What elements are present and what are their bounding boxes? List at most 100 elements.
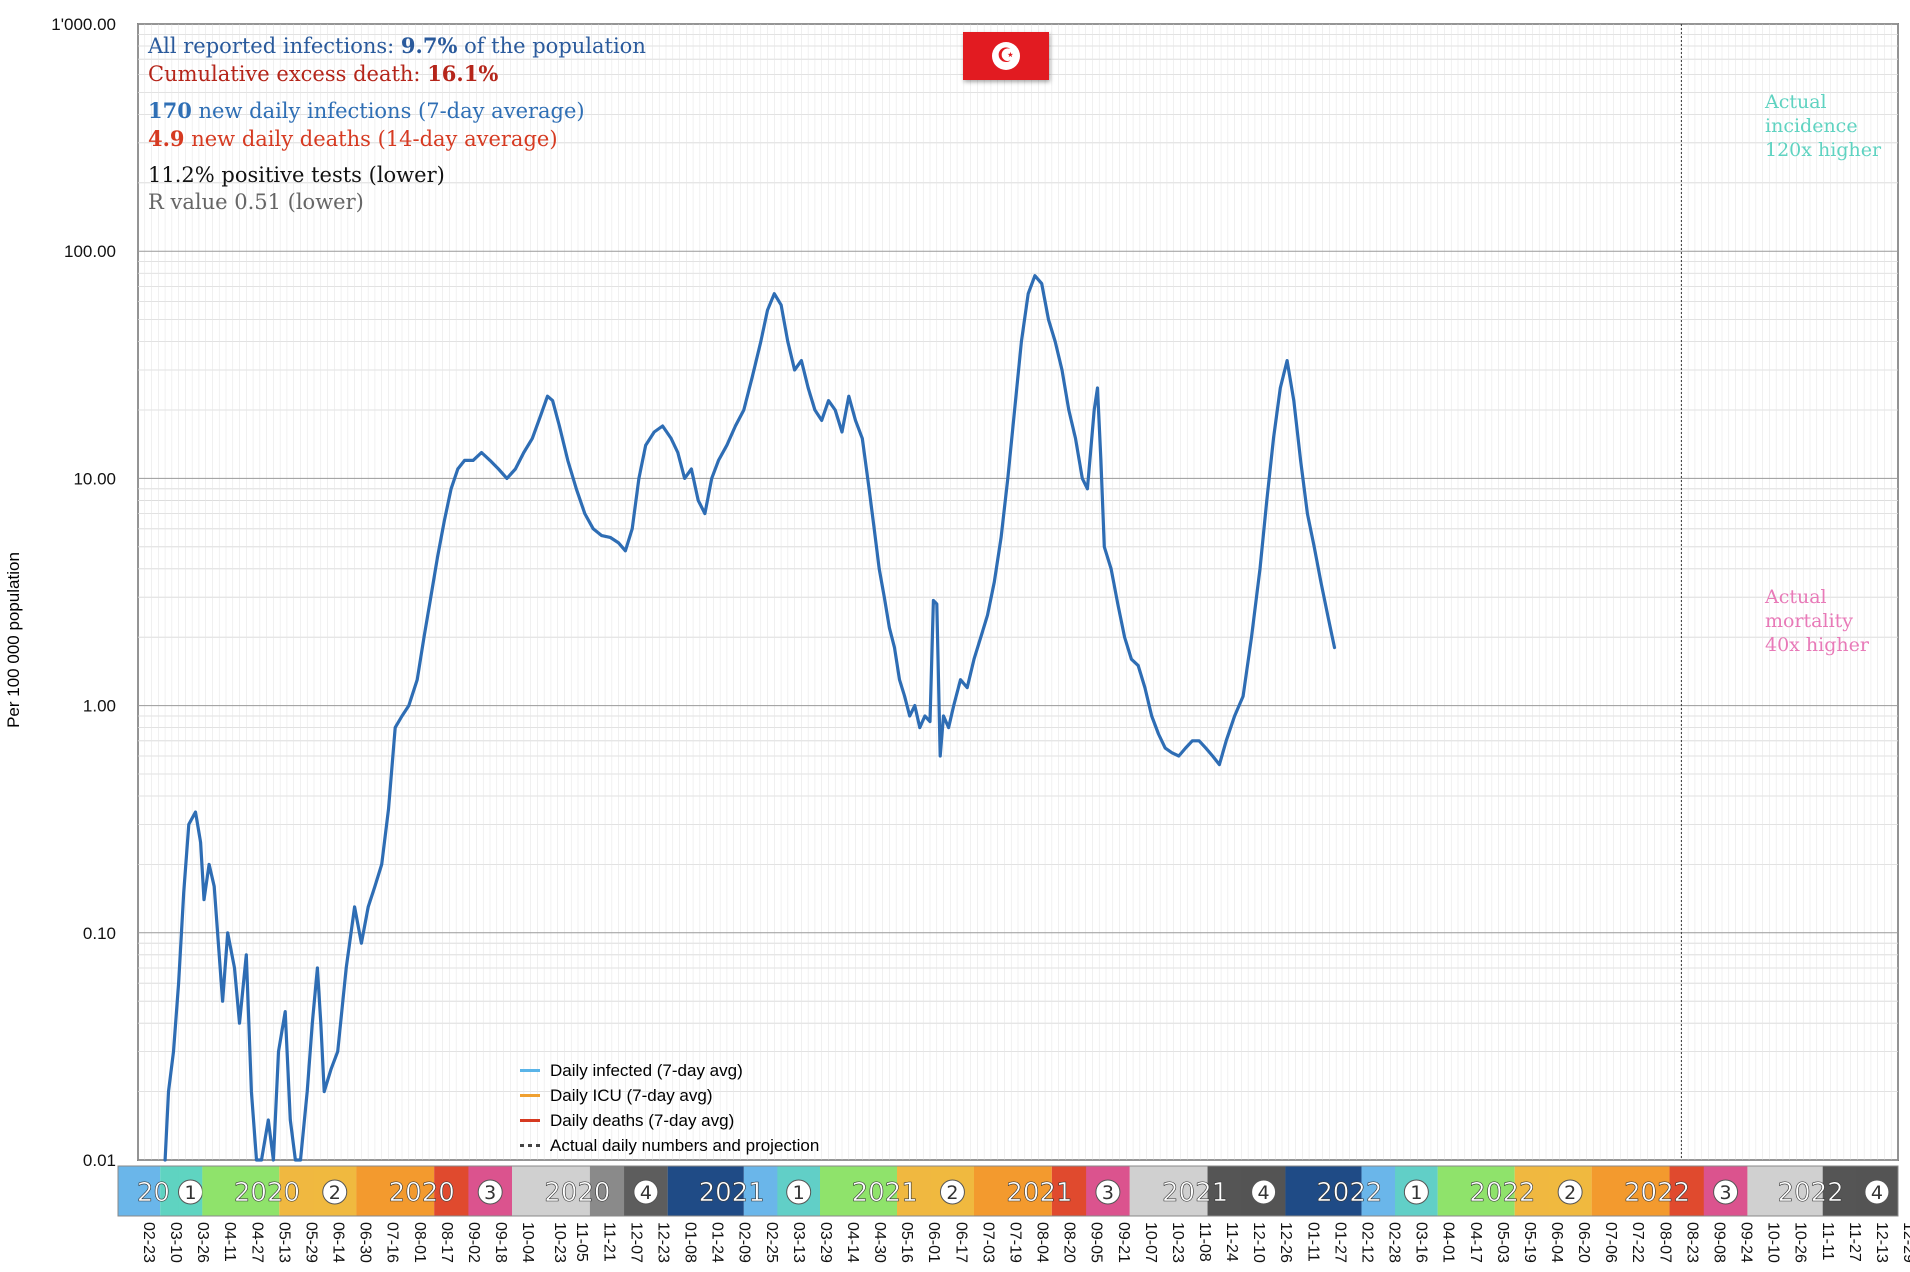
x-tick-label: 06-17 — [952, 1222, 969, 1263]
series-layer — [163, 274, 1337, 1162]
y-tick-label: 10.00 — [73, 469, 116, 488]
quarter-number: 3 — [1102, 1182, 1114, 1204]
quarter-segment — [974, 1166, 1052, 1216]
quarter-segment — [667, 1166, 744, 1216]
quarter-segment — [202, 1166, 280, 1216]
x-tick-label: 01-24 — [709, 1222, 726, 1263]
quarter-segment — [820, 1166, 897, 1216]
x-tick-label: 05-13 — [275, 1222, 292, 1263]
x-tick-label: 08-20 — [1061, 1222, 1078, 1263]
x-tick-label: 06-04 — [1548, 1222, 1565, 1263]
x-tick-label: 05-29 — [302, 1222, 319, 1263]
quarter-badge — [1403, 1179, 1429, 1205]
x-tick-label: 05-03 — [1494, 1222, 1511, 1263]
quarter-number: 4 — [1871, 1182, 1883, 1204]
quarter-number: 2 — [329, 1182, 341, 1204]
x-tick-label: 08-23 — [1683, 1222, 1700, 1263]
x-tick-label: 07-16 — [384, 1222, 401, 1263]
quarter-number: 3 — [484, 1182, 496, 1204]
quarter-segment — [1285, 1166, 1362, 1216]
x-tick-label: 05-16 — [898, 1222, 915, 1263]
quarter-number: 1 — [1410, 1182, 1422, 1204]
daily-infections: 170 new daily infections (7-day average) — [148, 98, 585, 123]
x-tick-label: 08-01 — [411, 1222, 428, 1263]
x-tick-label: 04-27 — [248, 1222, 265, 1263]
r-value: R value 0.51 (lower) — [148, 190, 364, 214]
quarter-label: 2021 — [852, 1178, 918, 1208]
x-tick-label: 07-19 — [1006, 1222, 1023, 1263]
x-tick-label: 08-04 — [1034, 1222, 1051, 1263]
series-line — [163, 274, 1337, 1162]
x-tick-label: 06-30 — [357, 1222, 374, 1263]
x-tick-label: 06-01 — [925, 1222, 942, 1263]
x-tick-label: 10-10 — [1765, 1222, 1782, 1263]
x-tick-label: 02-09 — [736, 1222, 753, 1263]
x-tick-label: 06-14 — [330, 1222, 347, 1263]
x-tick-label: 12-10 — [1250, 1222, 1267, 1263]
quarter-segment — [1747, 1166, 1823, 1216]
x-tick-label: 08-17 — [438, 1222, 455, 1263]
x-tick-label: 04-17 — [1467, 1222, 1484, 1263]
quarter-segment — [512, 1166, 590, 1216]
quarter-segment — [1591, 1166, 1670, 1216]
reported-infections: All reported infections: 9.7% of the pop… — [148, 33, 646, 58]
x-tick-label: 07-06 — [1602, 1222, 1619, 1263]
x-tick-label: 10-26 — [1792, 1222, 1809, 1263]
x-tick-label: 05-19 — [1521, 1222, 1538, 1263]
x-tick-label: 10-04 — [519, 1222, 536, 1263]
y-tick-label: 0.10 — [83, 924, 116, 943]
quarter-number: 3 — [1720, 1182, 1732, 1204]
quarter-number: 2 — [1564, 1182, 1576, 1204]
quarter-number: 1 — [184, 1182, 196, 1204]
x-tick-label: 09-24 — [1738, 1222, 1755, 1263]
x-tick-label: 11-21 — [600, 1222, 617, 1262]
tunisia-flag: ☪ — [963, 32, 1049, 80]
quarter-label: 2022 — [1624, 1178, 1690, 1208]
x-tick-label: 09-18 — [492, 1222, 509, 1263]
quarter-label: 2022 — [1778, 1178, 1844, 1208]
quarter-badge — [322, 1179, 348, 1205]
positive-tests: 11.2% positive tests (lower) — [148, 163, 445, 187]
quarter-label: 2020 — [234, 1178, 300, 1208]
quarter-badge — [786, 1179, 812, 1205]
x-tick-label: 01-27 — [1331, 1222, 1348, 1263]
quarter-badge — [939, 1179, 965, 1205]
quarter-badge — [1864, 1179, 1890, 1205]
quarter-segment — [1437, 1166, 1515, 1216]
grid — [137, 23, 1899, 1161]
y-tick-label: 1'000.00 — [51, 15, 116, 34]
legend-actual: Actual daily numbers and projection — [520, 1133, 819, 1158]
x-tick-label: 03-13 — [790, 1222, 807, 1263]
quarter-badge — [477, 1179, 503, 1205]
x-tick-label: 12-29 — [1900, 1222, 1910, 1263]
x-tick-label: 08-07 — [1656, 1222, 1673, 1263]
axes: 1'000.00 100.00 10.00 1.00 0.10 0.01 02-23 03-1… — [51, 15, 1910, 1263]
x-tick-label: 11-27 — [1846, 1222, 1863, 1262]
x-tick-label: 02-25 — [763, 1222, 780, 1263]
x-tick-label: 03-26 — [194, 1222, 211, 1263]
x-tick-label: 12-23 — [654, 1222, 671, 1263]
quarter-badge — [1095, 1179, 1121, 1205]
quarter-number: 4 — [1258, 1182, 1270, 1204]
x-tick-label: 04-14 — [844, 1222, 861, 1263]
x-tick-label: 07-03 — [979, 1222, 996, 1263]
y-tick-label: 100.00 — [64, 242, 116, 261]
x-tick-label: 02-28 — [1386, 1222, 1403, 1263]
quarter-label: 2021 — [1162, 1178, 1228, 1208]
excess-death: Cumulative excess death: 16.1% — [148, 61, 499, 86]
stats-panel: All reported infections: 9.7% of the pop… — [148, 32, 646, 216]
x-tick-label: 09-21 — [1115, 1222, 1132, 1263]
quarter-segment — [118, 1166, 161, 1216]
quarter-number: 2 — [946, 1182, 958, 1204]
quarter-segment — [356, 1166, 435, 1216]
x-tick-label: 09-05 — [1088, 1222, 1105, 1263]
quarter-label: 2022 — [1316, 1178, 1382, 1208]
legend: Daily infected (7-day avg) Daily ICU (7-… — [520, 1058, 819, 1158]
x-tick-label: 01-11 — [1304, 1222, 1321, 1262]
x-tick-label: 03-10 — [167, 1222, 184, 1263]
quarter-frame — [117, 1165, 1899, 1217]
x-tick-label: 04-30 — [871, 1222, 888, 1263]
quarter-label: 2020 — [544, 1178, 610, 1208]
x-tick-label: 10-23 — [551, 1222, 568, 1263]
